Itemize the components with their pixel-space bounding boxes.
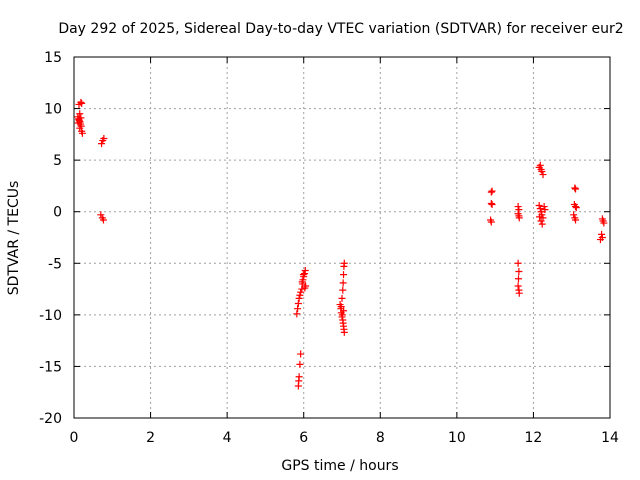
data-point — [537, 217, 545, 225]
x-tick-label: 2 — [146, 430, 155, 446]
data-point — [340, 259, 348, 267]
data-point — [487, 188, 495, 196]
chart-title: Day 292 of 2025, Sidereal Day-to-day VTE… — [58, 21, 623, 37]
data-point — [514, 282, 522, 290]
x-tick-label: 6 — [299, 430, 308, 446]
data-point — [536, 205, 544, 213]
data-point — [541, 206, 549, 214]
data-point — [296, 291, 304, 299]
x-tick-label: 14 — [601, 430, 619, 446]
data-point — [535, 202, 543, 210]
data-point — [338, 294, 346, 302]
data-point — [339, 279, 347, 287]
data-point — [514, 203, 522, 211]
data-point — [340, 271, 348, 279]
data-point — [572, 216, 580, 224]
data-point — [488, 200, 496, 208]
data-point — [295, 294, 303, 302]
data-point — [570, 211, 578, 219]
data-point — [294, 300, 302, 308]
data-point — [297, 288, 305, 296]
data-point — [538, 220, 546, 228]
data-point — [78, 99, 86, 107]
data-point — [536, 161, 544, 169]
data-point — [572, 185, 580, 193]
data-point — [515, 268, 523, 276]
data-point — [78, 129, 86, 137]
x-tick-label: 4 — [223, 430, 232, 446]
y-tick-label: -15 — [39, 359, 62, 375]
data-point — [514, 259, 522, 267]
data-point — [572, 204, 580, 212]
y-tick-label: -10 — [39, 308, 62, 324]
x-tick-label: 12 — [525, 430, 543, 446]
y-tick-label: -5 — [48, 256, 62, 272]
plot-area-frame — [73, 56, 611, 419]
y-tick-label: 5 — [53, 153, 62, 169]
data-point — [537, 208, 545, 216]
data-point — [337, 303, 345, 311]
data-point — [340, 328, 348, 336]
data-point — [74, 119, 82, 127]
data-point — [77, 98, 85, 106]
data-point — [298, 278, 306, 286]
data-point — [301, 284, 309, 292]
y-tick-label: 10 — [44, 102, 62, 118]
data-point — [515, 214, 523, 222]
y-axis-label: SDTVAR / TECUs — [6, 181, 22, 296]
data-point — [515, 289, 523, 297]
data-point — [539, 171, 547, 179]
y-tick-label: 15 — [44, 50, 62, 66]
x-tick-label: 10 — [448, 430, 466, 446]
tick-marks — [73, 56, 611, 419]
data-points — [74, 98, 608, 390]
data-point — [540, 203, 548, 211]
data-point — [536, 213, 544, 221]
data-point — [339, 286, 347, 294]
data-point — [75, 116, 83, 124]
data-point — [538, 167, 546, 175]
data-point — [301, 267, 309, 275]
data-point — [487, 199, 495, 207]
data-point — [600, 219, 608, 227]
data-point — [340, 307, 348, 315]
x-tick-label: 8 — [376, 430, 385, 446]
data-point — [299, 271, 307, 279]
data-point — [598, 230, 606, 238]
data-point — [300, 270, 308, 278]
data-point — [294, 305, 302, 313]
data-point — [97, 211, 105, 219]
y-tick-label: -20 — [39, 411, 62, 427]
data-point — [338, 311, 346, 319]
data-point — [487, 218, 495, 226]
data-point — [297, 350, 305, 358]
data-point — [514, 275, 522, 283]
data-point — [488, 187, 496, 195]
data-point — [293, 310, 301, 318]
data-point — [515, 206, 523, 214]
data-point — [298, 285, 306, 293]
data-point — [572, 203, 580, 211]
data-point — [296, 360, 304, 368]
x-tick-label: 0 — [70, 430, 79, 446]
x-axis-tick-labels: 0 2 4 6 8 10 12 14 — [70, 430, 619, 446]
data-point — [100, 134, 108, 142]
y-tick-label: 0 — [53, 205, 62, 221]
data-point — [571, 184, 579, 192]
data-point — [98, 140, 106, 148]
data-point — [596, 236, 604, 244]
data-point — [99, 216, 107, 224]
x-axis-label: GPS time / hours — [281, 458, 398, 474]
y-axis-tick-labels: -20 -15 -10 -5 0 5 10 15 — [39, 50, 62, 427]
data-point — [294, 382, 302, 390]
